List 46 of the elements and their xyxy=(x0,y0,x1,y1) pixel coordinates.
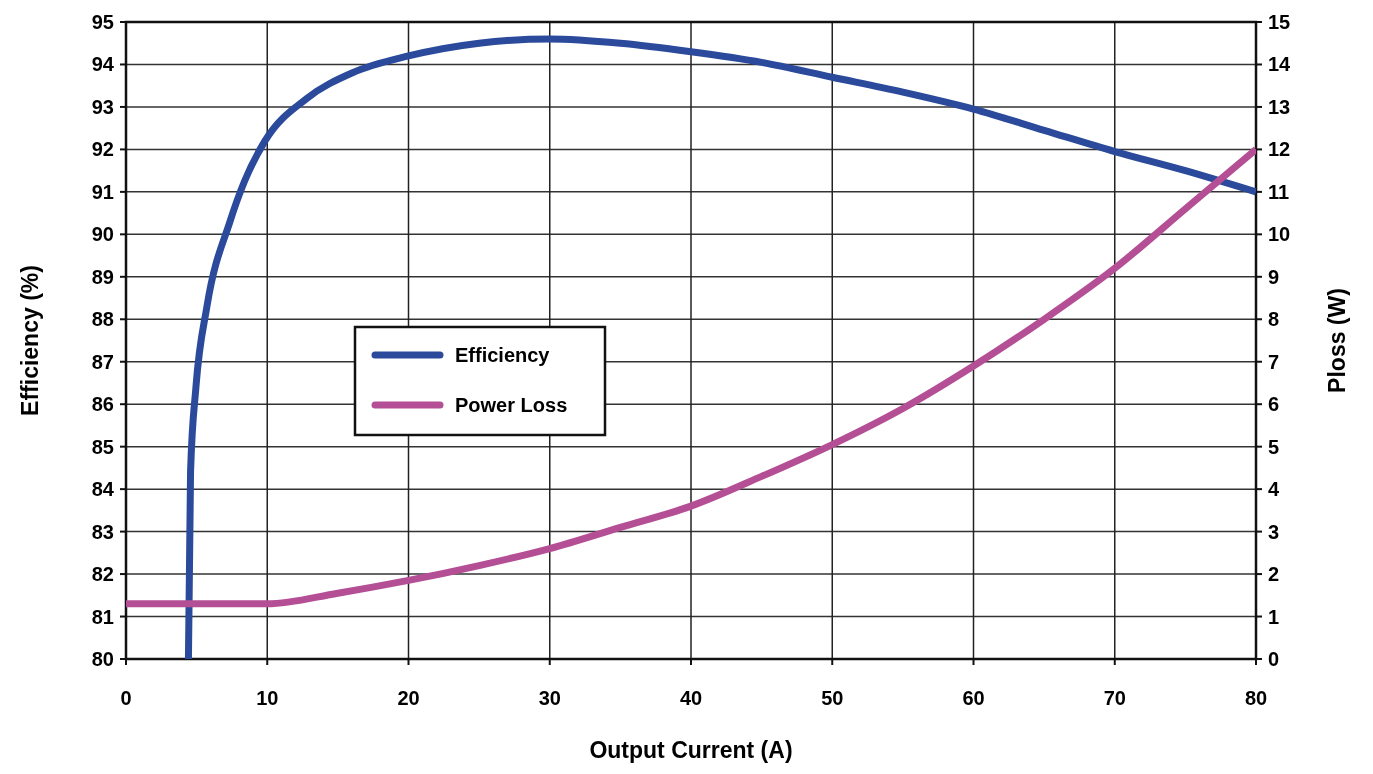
y-tick-label: 88 xyxy=(91,308,114,331)
y2-tick-label: 13 xyxy=(1268,95,1291,118)
x-tick-label: 20 xyxy=(397,687,420,709)
y-tick-label: 87 xyxy=(91,350,114,373)
y-tick-label: 92 xyxy=(91,138,114,161)
y2-tick-label: 6 xyxy=(1268,393,1280,416)
y-tick-label: 85 xyxy=(91,435,114,458)
y-axis-title: Efficiency (%) xyxy=(17,265,43,416)
y-tick-label: 94 xyxy=(91,53,115,76)
y2-tick-label: 3 xyxy=(1268,520,1280,543)
y2-tick-label: 5 xyxy=(1268,435,1280,458)
legend-label: Power Loss xyxy=(455,394,568,416)
x-tick-label: 10 xyxy=(256,687,279,709)
y2-tick-label: 2 xyxy=(1268,563,1280,586)
y2-tick-label: 4 xyxy=(1268,478,1280,501)
y2-tick-label: 9 xyxy=(1268,265,1280,288)
y2-tick-label: 14 xyxy=(1268,53,1292,76)
x-axis-title: Output Current (A) xyxy=(589,737,793,763)
y-tick-label: 80 xyxy=(91,648,114,670)
y-tick-label: 86 xyxy=(91,393,114,416)
y-tick-label: 93 xyxy=(91,95,114,118)
legend-label: Efficiency xyxy=(455,344,551,366)
y2-tick-label: 8 xyxy=(1268,308,1280,331)
y-tick-label: 83 xyxy=(91,520,114,543)
y2-tick-label: 15 xyxy=(1268,11,1291,33)
x-tick-label: 70 xyxy=(1103,687,1126,709)
x-tick-label: 40 xyxy=(679,687,703,709)
y-tick-label: 84 xyxy=(91,478,115,501)
y-tick-label: 82 xyxy=(91,563,114,586)
y-tick-label: 95 xyxy=(91,11,114,33)
x-tick-label: 0 xyxy=(120,687,132,709)
y2-tick-label: 1 xyxy=(1268,605,1280,628)
y2-tick-label: 11 xyxy=(1268,180,1290,203)
y2-tick-label: 10 xyxy=(1268,223,1291,246)
x-tick-label: 80 xyxy=(1244,687,1268,709)
y-tick-label: 89 xyxy=(91,265,114,288)
x-tick-label: 30 xyxy=(538,687,561,709)
y2-axis-title: Ploss (W) xyxy=(1324,288,1350,393)
x-tick-label: 50 xyxy=(821,687,844,709)
y-tick-label: 91 xyxy=(91,180,114,203)
y2-tick-label: 7 xyxy=(1268,350,1280,373)
y2-tick-label: 12 xyxy=(1268,138,1291,161)
x-tick-label: 60 xyxy=(962,687,985,709)
y-tick-label: 90 xyxy=(91,223,114,246)
y-tick-label: 81 xyxy=(91,605,114,628)
y2-tick-label: 0 xyxy=(1268,648,1280,670)
